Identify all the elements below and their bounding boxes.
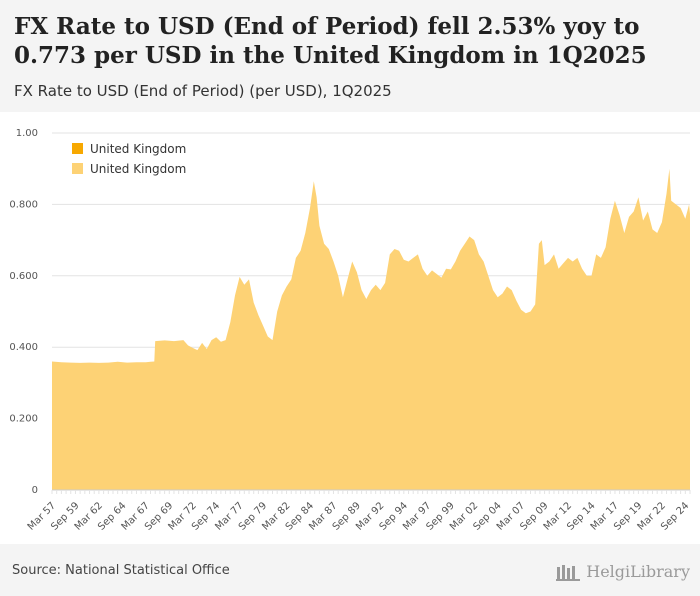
legend: United Kingdom United Kingdom bbox=[72, 142, 186, 176]
legend-label[interactable]: United Kingdom bbox=[90, 142, 186, 156]
page-title: FX Rate to USD (End of Period) fell 2.53… bbox=[14, 13, 647, 69]
source-note: Source: National Statistical Office bbox=[12, 563, 230, 578]
y-axis-labels: 1.00 0.800 0.600 0.400 0.200 0 bbox=[9, 128, 38, 496]
y-tick-label: 1.00 bbox=[16, 128, 38, 139]
chart-subtitle: FX Rate to USD (End of Period) (per USD)… bbox=[14, 82, 392, 100]
series-area-fill bbox=[52, 168, 690, 490]
series-area bbox=[52, 168, 690, 490]
logo[interactable]: HelgiLibrary bbox=[556, 562, 690, 581]
library-icon bbox=[556, 564, 581, 581]
legend-label[interactable]: United Kingdom bbox=[90, 162, 186, 176]
header-band bbox=[0, 0, 700, 112]
y-tick-label: 0.400 bbox=[9, 342, 38, 353]
y-tick-label: 0 bbox=[32, 485, 38, 496]
y-tick-label: 0.200 bbox=[9, 414, 38, 425]
legend-swatch bbox=[72, 163, 83, 174]
y-tick-label: 0.800 bbox=[9, 199, 38, 210]
y-tick-label: 0.600 bbox=[9, 271, 38, 282]
footer-band bbox=[0, 544, 700, 596]
legend-swatch bbox=[72, 143, 83, 154]
logo-text: HelgiLibrary bbox=[586, 562, 690, 581]
